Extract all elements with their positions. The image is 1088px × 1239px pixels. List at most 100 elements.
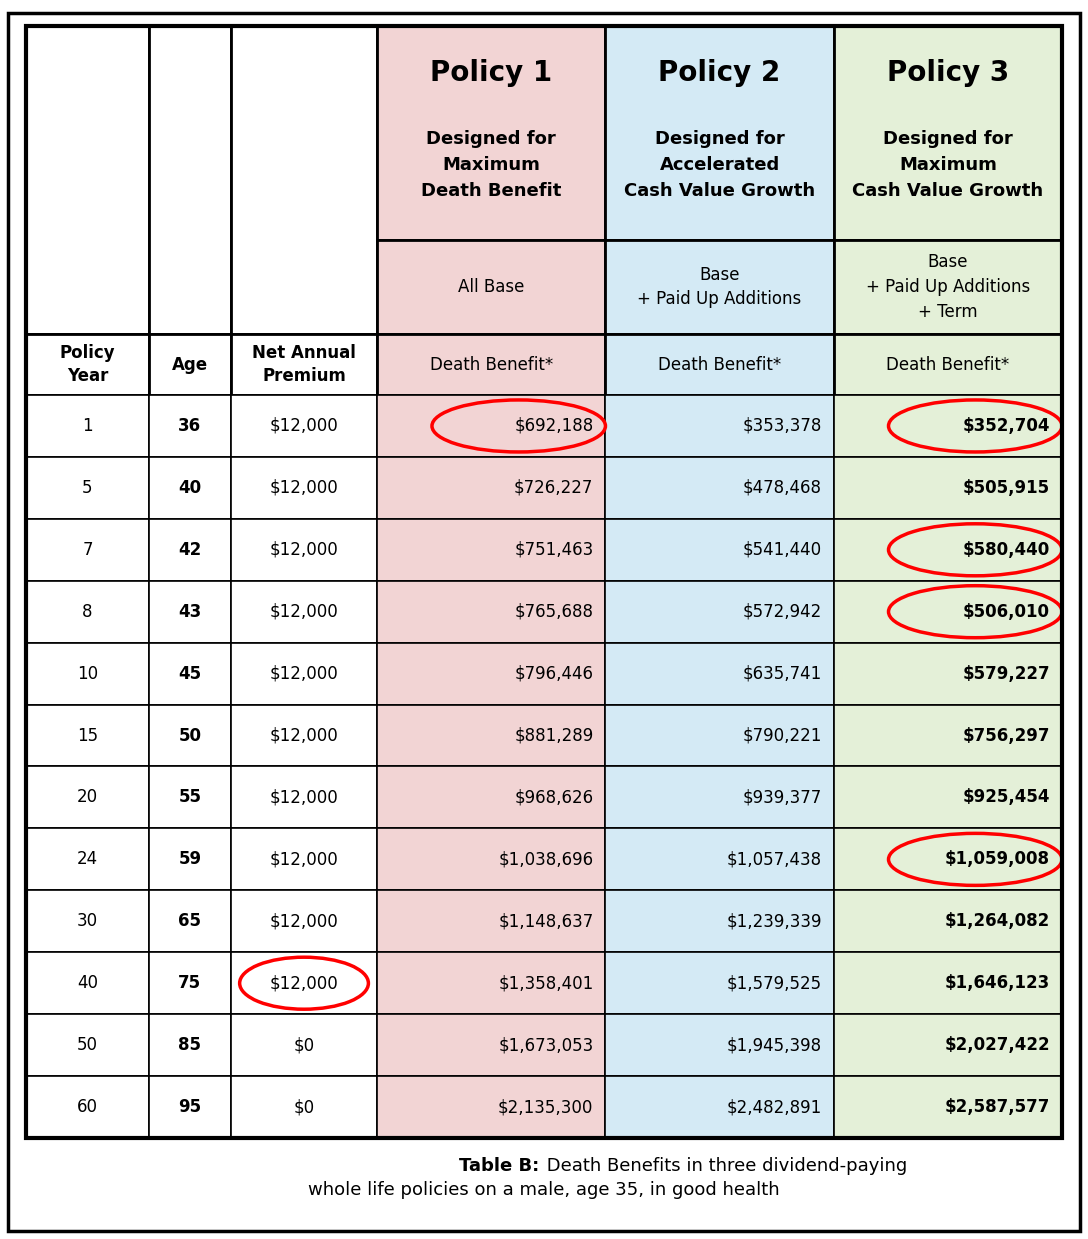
Bar — [378, 26, 605, 240]
Bar — [378, 953, 605, 1015]
Bar — [833, 457, 1062, 519]
Text: $353,378: $353,378 — [742, 418, 821, 435]
Text: $1,358,401: $1,358,401 — [498, 974, 593, 992]
Text: 15: 15 — [77, 726, 98, 745]
Text: Death Benefit*: Death Benefit* — [887, 356, 1010, 373]
Text: $635,741: $635,741 — [742, 664, 821, 683]
Bar — [26, 829, 149, 891]
Text: $692,188: $692,188 — [515, 418, 593, 435]
Text: $12,000: $12,000 — [270, 850, 338, 869]
Bar — [833, 891, 1062, 953]
Text: $1,239,339: $1,239,339 — [726, 912, 821, 930]
Bar — [149, 891, 231, 953]
Text: $1,264,082: $1,264,082 — [944, 912, 1050, 930]
Text: $2,482,891: $2,482,891 — [727, 1098, 821, 1116]
Text: $12,000: $12,000 — [270, 602, 338, 621]
Text: $352,704: $352,704 — [963, 418, 1050, 435]
Text: Base
+ Paid Up Additions
+ Term: Base + Paid Up Additions + Term — [866, 253, 1030, 321]
Text: 7: 7 — [83, 540, 92, 559]
Bar — [378, 705, 605, 767]
Bar — [833, 1015, 1062, 1077]
Bar — [378, 395, 605, 457]
Bar — [26, 395, 149, 457]
Text: 5: 5 — [83, 479, 92, 497]
Text: All Base: All Base — [458, 278, 524, 296]
Bar — [231, 1015, 378, 1077]
Text: 45: 45 — [178, 664, 201, 683]
Text: whole life policies on a male, age 35, in good health: whole life policies on a male, age 35, i… — [308, 1181, 780, 1199]
Bar — [26, 1015, 149, 1077]
Text: $1,059,008: $1,059,008 — [945, 850, 1050, 869]
Text: Death Benefit*: Death Benefit* — [430, 356, 553, 373]
Text: $12,000: $12,000 — [270, 974, 338, 992]
Text: $0: $0 — [294, 1098, 314, 1116]
Text: $1,038,696: $1,038,696 — [498, 850, 593, 869]
Bar — [833, 335, 1062, 395]
Bar — [378, 581, 605, 643]
Bar — [149, 395, 231, 457]
Text: 1: 1 — [83, 418, 92, 435]
Bar — [833, 519, 1062, 581]
Bar — [378, 335, 605, 395]
Text: 43: 43 — [178, 602, 201, 621]
Text: 24: 24 — [77, 850, 98, 869]
Bar — [605, 335, 833, 395]
Bar — [26, 767, 149, 829]
Text: 10: 10 — [77, 664, 98, 683]
Text: $12,000: $12,000 — [270, 479, 338, 497]
Bar — [378, 891, 605, 953]
Bar — [231, 395, 378, 457]
Bar — [149, 705, 231, 767]
Text: 20: 20 — [77, 788, 98, 807]
Text: $12,000: $12,000 — [270, 418, 338, 435]
Bar — [378, 457, 605, 519]
Bar — [26, 519, 149, 581]
Bar — [149, 335, 231, 395]
Text: 60: 60 — [77, 1098, 98, 1116]
Text: 30: 30 — [77, 912, 98, 930]
Text: 50: 50 — [77, 1036, 98, 1054]
Bar — [149, 643, 231, 705]
Text: Designed for
Maximum
Death Benefit: Designed for Maximum Death Benefit — [421, 130, 561, 201]
Bar — [833, 26, 1062, 240]
Bar — [26, 705, 149, 767]
Text: 65: 65 — [178, 912, 201, 930]
Text: $726,227: $726,227 — [515, 479, 593, 497]
Text: Designed for
Accelerated
Cash Value Growth: Designed for Accelerated Cash Value Grow… — [625, 130, 815, 201]
Bar — [149, 767, 231, 829]
Text: $2,135,300: $2,135,300 — [498, 1098, 593, 1116]
Text: $968,626: $968,626 — [515, 788, 593, 807]
Bar — [26, 581, 149, 643]
Text: Age: Age — [172, 356, 208, 373]
Bar — [26, 26, 1062, 1137]
Text: $765,688: $765,688 — [515, 602, 593, 621]
Text: Designed for
Maximum
Cash Value Growth: Designed for Maximum Cash Value Growth — [852, 130, 1043, 201]
Text: $881,289: $881,289 — [515, 726, 593, 745]
Text: $1,148,637: $1,148,637 — [498, 912, 593, 930]
Text: 42: 42 — [178, 540, 201, 559]
Bar — [231, 26, 378, 335]
Text: $0: $0 — [294, 1036, 314, 1054]
Text: 50: 50 — [178, 726, 201, 745]
Bar — [26, 891, 149, 953]
Bar — [833, 1077, 1062, 1137]
Text: $796,446: $796,446 — [515, 664, 593, 683]
Text: 8: 8 — [83, 602, 92, 621]
Bar — [605, 240, 833, 335]
Bar — [833, 395, 1062, 457]
Bar — [378, 519, 605, 581]
Text: $12,000: $12,000 — [270, 540, 338, 559]
Text: Policy
Year: Policy Year — [60, 343, 115, 385]
Bar — [605, 829, 833, 891]
Bar — [149, 1015, 231, 1077]
Text: Net Annual
Premium: Net Annual Premium — [252, 343, 356, 385]
Bar — [833, 643, 1062, 705]
Text: $1,579,525: $1,579,525 — [727, 974, 821, 992]
Text: $12,000: $12,000 — [270, 726, 338, 745]
Text: 59: 59 — [178, 850, 201, 869]
Text: 40: 40 — [178, 479, 201, 497]
Bar — [378, 767, 605, 829]
Bar — [378, 1015, 605, 1077]
Bar — [26, 26, 149, 335]
Text: $541,440: $541,440 — [743, 540, 821, 559]
